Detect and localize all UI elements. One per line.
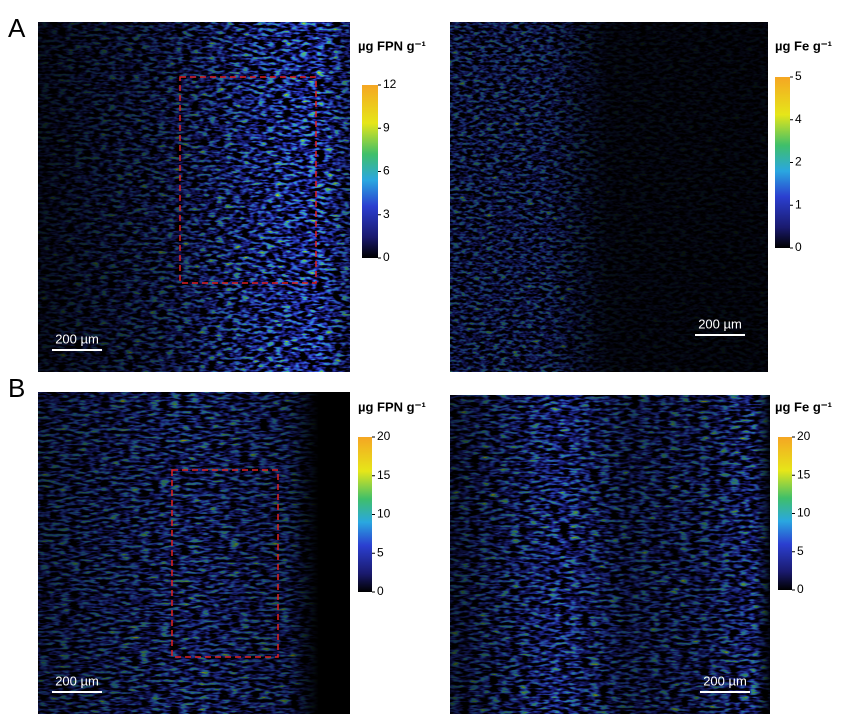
- scale-bar-label: 200 µm: [698, 316, 742, 331]
- colorbar-tick-label: 9: [383, 120, 390, 134]
- panel-label: A: [8, 13, 26, 43]
- colorbar-tick-label: 3: [383, 207, 390, 221]
- colorbar-tick-label: 20: [377, 429, 391, 443]
- map-shade: [38, 392, 350, 714]
- colorbar-tick-label: 0: [377, 584, 384, 598]
- colorbar-tick-label: 0: [797, 582, 804, 596]
- colorbar-tick-label: 0: [795, 240, 802, 254]
- colorbar-unit: µg FPN g⁻¹: [358, 38, 426, 53]
- colorbar-tick-label: 1: [795, 197, 802, 211]
- colorbar-tick-label: 5: [377, 545, 384, 559]
- colorbar-tick-label: 5: [797, 544, 804, 558]
- colorbar-tick-label: 0: [383, 250, 390, 264]
- colorbar: [362, 85, 378, 258]
- colorbar: [358, 437, 372, 592]
- colorbar-tick-label: 20: [797, 429, 811, 443]
- map-shade: [450, 395, 770, 714]
- scale-bar-label: 200 µm: [55, 331, 99, 346]
- colorbar-tick-label: 10: [797, 506, 811, 520]
- colorbar-unit: µg Fe g⁻¹: [775, 38, 832, 53]
- roi-box: [171, 469, 279, 658]
- colorbar-unit: µg Fe g⁻¹: [775, 399, 832, 414]
- colorbar-tick-label: 15: [377, 468, 391, 482]
- colorbar-tick-label: 6: [383, 164, 390, 178]
- map-shade: [450, 22, 768, 372]
- colorbar: [778, 437, 792, 590]
- map-shade: [38, 22, 350, 372]
- colorbar-tick-label: 15: [797, 467, 811, 481]
- colorbar-tick-label: 5: [795, 69, 802, 83]
- colorbar-tick-label: 10: [377, 507, 391, 521]
- scale-bar-label: 200 µm: [703, 673, 747, 688]
- roi-box: [179, 76, 317, 284]
- scale-bar-label: 200 µm: [55, 673, 99, 688]
- panel-label: B: [8, 373, 25, 403]
- colorbar: [775, 77, 790, 248]
- colorbar-tick-label: 4: [795, 112, 802, 126]
- colorbar-tick-label: 12: [383, 77, 397, 91]
- colorbar-tick-label: 2: [795, 155, 802, 169]
- colorbar-unit: µg FPN g⁻¹: [358, 399, 426, 414]
